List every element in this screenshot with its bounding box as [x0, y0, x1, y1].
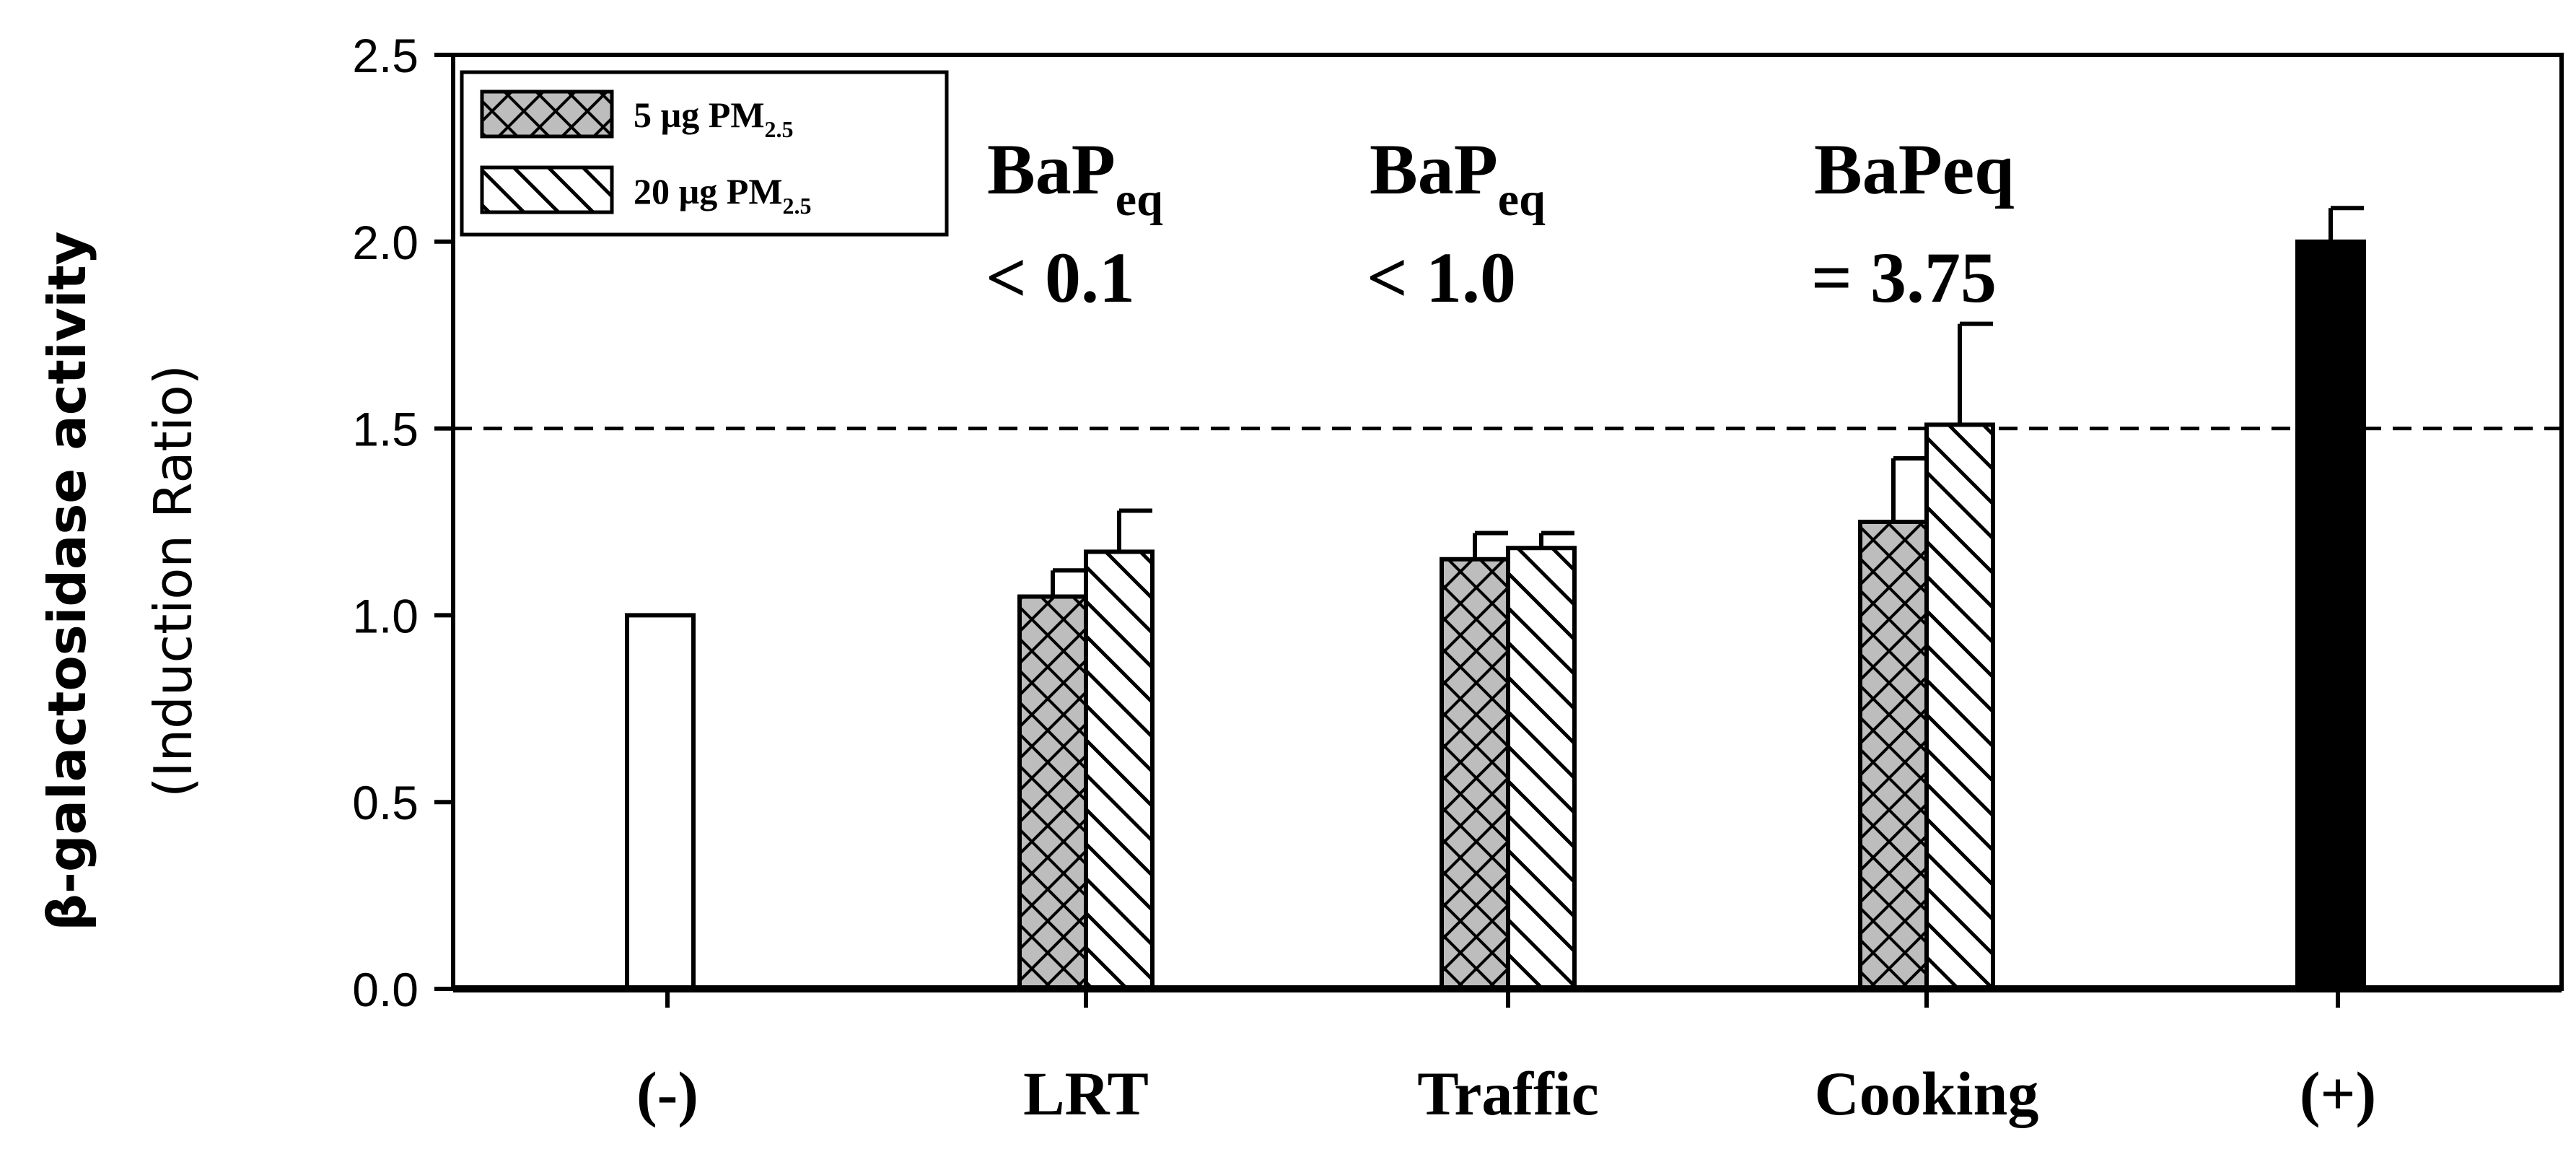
y-tick-label-4: 2.0 — [352, 216, 419, 269]
bar-1-1 — [1084, 549, 1155, 991]
svg-text:BaPeq: BaPeq — [1370, 129, 1546, 226]
svg-text:= 3.75: = 3.75 — [1811, 237, 1997, 318]
y-tick-label-2: 1.0 — [352, 589, 419, 642]
svg-text:BaPeq: BaPeq — [987, 129, 1163, 226]
x-axis-labels: (-) LRT Traffic Cooking (+) — [636, 989, 2376, 1128]
bars — [625, 206, 2366, 991]
bar-control-1 — [2295, 239, 2366, 991]
bar-0-2 — [1440, 557, 1510, 991]
x-tick-label-3: Cooking — [1815, 1059, 2039, 1128]
bar-0-1 — [1017, 594, 1088, 991]
x-tick-label-0: (-) — [636, 1059, 698, 1128]
legend-label-20ug: 20 µg PM2.5 — [634, 171, 812, 219]
annotation-traffic: BaPeq < 1.0 — [1367, 129, 1546, 318]
y-tick-label-0: 0.0 — [352, 963, 419, 1016]
bar-control-0 — [625, 613, 696, 991]
bar-1-3 — [1924, 422, 1995, 991]
svg-text:< 1.0: < 1.0 — [1367, 237, 1516, 318]
bar-1-2 — [1506, 546, 1577, 991]
annotation-lrt: BaPeq < 0.1 — [986, 129, 1163, 318]
legend: 5 µg PM2.5 20 µg PM2.5 — [460, 70, 949, 237]
y-tick-label-1: 0.5 — [352, 776, 419, 829]
legend-swatch-20ug — [480, 165, 614, 214]
legend-label-5ug: 5 µg PM2.5 — [634, 95, 794, 142]
y-axis-sublabel: (Induction Ratio) — [143, 365, 203, 798]
bar-0-3 — [1858, 520, 1929, 991]
x-tick-label-4: (+) — [2300, 1059, 2376, 1128]
y-tick-label-5: 2.5 — [352, 29, 419, 82]
y-axis-label: β-galactosidase activity — [37, 231, 97, 930]
y-tick-label-3: 1.5 — [352, 403, 419, 456]
svg-text:< 0.1: < 0.1 — [986, 237, 1135, 318]
svg-text:BaPeq: BaPeq — [1814, 129, 2015, 209]
legend-swatch-5ug — [480, 90, 614, 139]
x-tick-label-2: Traffic — [1417, 1059, 1599, 1128]
annotation-cooking: BaPeq = 3.75 — [1811, 129, 2015, 318]
y-axis-ticks: 0.0 0.5 1.0 1.5 2.0 2.5 — [352, 29, 453, 1016]
x-tick-label-1: LRT — [1023, 1059, 1149, 1128]
